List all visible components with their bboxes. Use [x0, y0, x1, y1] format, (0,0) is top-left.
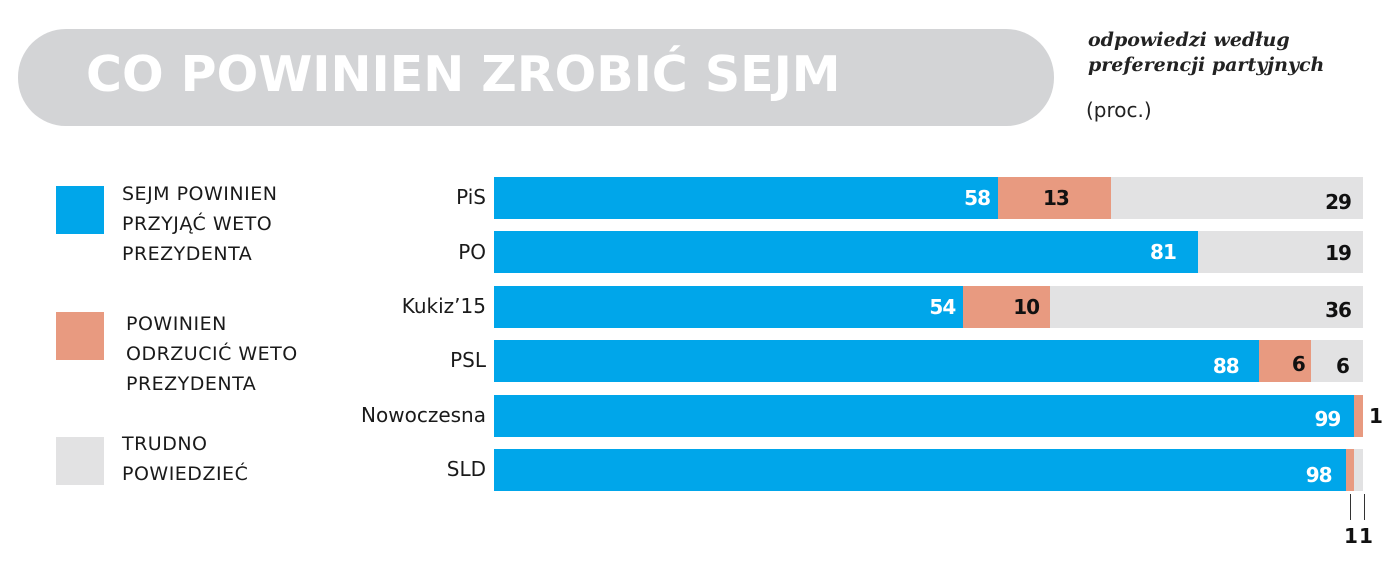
value-label: 6	[1291, 352, 1306, 376]
bar-segment-unsure: 19	[1197, 231, 1363, 273]
bar-segment-reject	[1345, 449, 1355, 491]
bar-segment-accept: 58	[494, 177, 999, 219]
value-label: 81	[1150, 240, 1177, 264]
category-label-sld: SLD	[446, 457, 486, 481]
bar-segment-unsure: 6	[1310, 340, 1363, 382]
legend-text: SEJM POWINIEN	[122, 183, 278, 205]
bar-row-sld: 98	[494, 449, 1363, 491]
legend-label-accept: SEJM POWINIEN PRZYJĄĆ WETO PREZYDENTA	[122, 179, 277, 269]
legend-swatch-reject	[56, 312, 104, 360]
bar-segment-reject: 13	[998, 177, 1111, 219]
value-label: 13	[1043, 186, 1070, 210]
value-label: 98	[1305, 463, 1333, 487]
value-label: 99	[1314, 407, 1341, 431]
value-label: 54	[929, 295, 956, 319]
category-label-kukiz: Kukiz’15	[401, 294, 486, 318]
subtitle-line-2: preferencji partyjnych	[1088, 54, 1325, 76]
value-label: 29	[1325, 190, 1352, 214]
bar-segment-accept: 88	[494, 340, 1259, 382]
legend-label-unsure: TRUDNO POWIEDZIEĆ	[122, 429, 248, 489]
bar-segment-unsure: 29	[1110, 177, 1363, 219]
callout-line-unsure	[1364, 494, 1365, 520]
value-label: 88	[1212, 354, 1240, 378]
bar-segment-unsure	[1354, 449, 1363, 491]
value-label-nowoczesna-reject: 1	[1369, 404, 1383, 428]
bar-row-nowoczesna: 99	[494, 395, 1363, 437]
value-label: 6	[1336, 354, 1350, 378]
bar-segment-reject: 10	[963, 286, 1051, 328]
bar-row-pis: 58 13 29	[494, 177, 1363, 219]
bar-segment-reject: 6	[1258, 340, 1311, 382]
title-banner	[18, 29, 1054, 126]
legend-swatch-accept	[56, 186, 104, 234]
category-label-pis: PiS	[456, 185, 486, 209]
category-label-nowoczesna: Nowoczesna	[361, 403, 486, 427]
legend-text: TRUDNO	[122, 433, 208, 455]
value-label: 36	[1325, 298, 1352, 322]
value-label-sld-unsure: 1	[1359, 524, 1373, 548]
bar-segment-accept: 99	[494, 395, 1355, 437]
value-label: 19	[1325, 241, 1352, 265]
value-label: 58	[964, 186, 991, 210]
bar-row-kukiz: 54 10 36	[494, 286, 1363, 328]
bar-segment-accept: 81	[494, 231, 1198, 273]
bar-segment-accept: 98	[494, 449, 1346, 491]
legend-text: PREZYDENTA	[122, 243, 253, 265]
bar-segment-unsure: 36	[1050, 286, 1363, 328]
legend-text: POWINIEN	[126, 313, 227, 335]
category-label-po: PO	[458, 240, 486, 264]
legend-text: PRZYJĄĆ WETO	[122, 213, 273, 235]
legend-label-reject: POWINIEN ODRZUCIĆ WETO PREZYDENTA	[126, 309, 298, 399]
callout-line-reject	[1350, 494, 1351, 520]
chart-subtitle: odpowiedzi według preferencji partyjnych	[1088, 28, 1388, 78]
legend-swatch-unsure	[56, 437, 104, 485]
legend-text: PREZYDENTA	[126, 373, 257, 395]
chart-title: CO POWINIEN ZROBIĆ SEJM	[86, 46, 841, 103]
value-label-sld-reject: 1	[1344, 524, 1358, 548]
bar-row-po: 81 19	[494, 231, 1363, 273]
subtitle-line-1: odpowiedzi według	[1088, 29, 1290, 51]
legend-text: ODRZUCIĆ WETO	[126, 343, 298, 365]
legend-text: POWIEDZIEĆ	[122, 463, 249, 485]
value-label: 10	[1013, 295, 1040, 319]
category-label-psl: PSL	[450, 348, 486, 372]
bar-row-psl: 88 6 6	[494, 340, 1363, 382]
unit-label: (proc.)	[1086, 98, 1152, 122]
bar-segment-accept: 54	[494, 286, 964, 328]
bar-segment-reject	[1354, 395, 1363, 437]
